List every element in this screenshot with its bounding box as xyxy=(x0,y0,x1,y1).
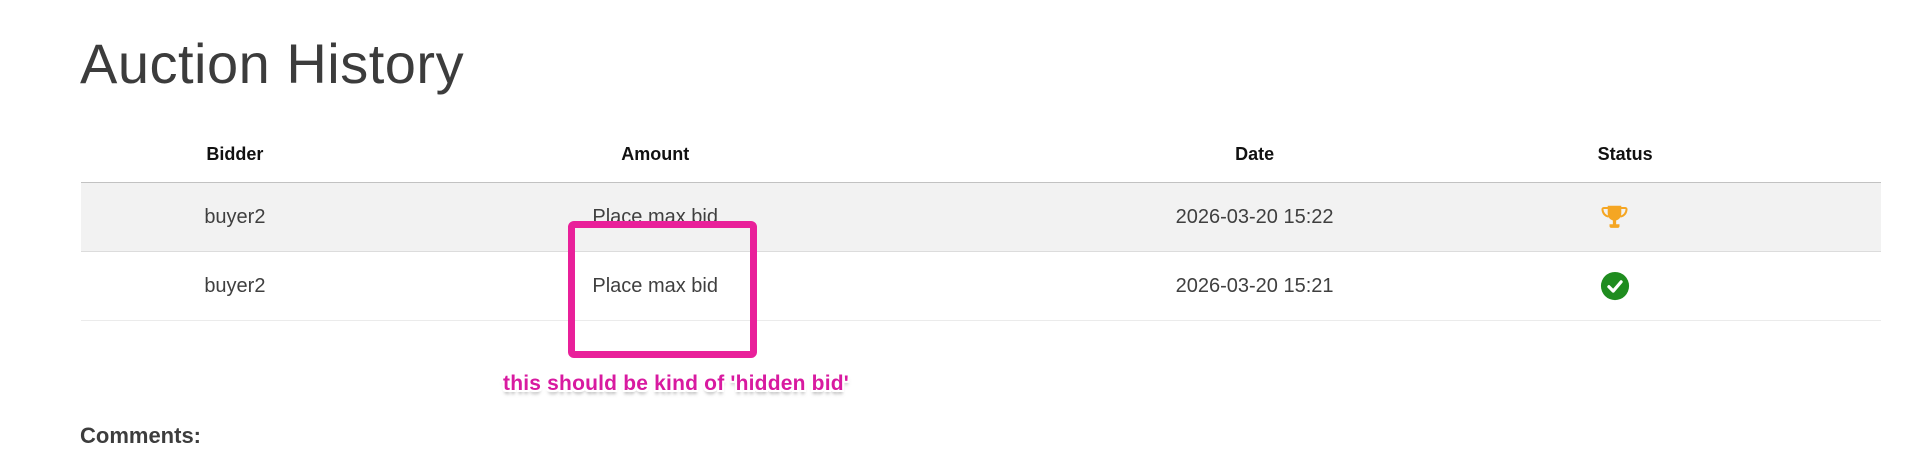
column-header-amount: Amount xyxy=(388,128,922,183)
table-row: buyer2 Place max bid 2026-03-20 15:21 xyxy=(81,251,1881,321)
date-cell: 2026-03-20 15:21 xyxy=(1175,274,1334,297)
bidder-cell: buyer2 xyxy=(204,205,266,228)
table-header-row: Bidder Amount Date Status xyxy=(81,128,1881,183)
auction-history-table: Bidder Amount Date Status buyer2 Place max b… xyxy=(81,128,1881,321)
table-row: buyer2 Place max bid 2026-03-20 15:22 xyxy=(81,182,1881,252)
bidder-cell: buyer2 xyxy=(204,274,266,297)
status-cell xyxy=(1588,252,1881,321)
amount-cell: Place max bid xyxy=(592,205,718,228)
auction-table-body: buyer2 Place max bid 2026-03-20 15:22 buyer… xyxy=(81,182,1881,321)
check-circle-icon xyxy=(1600,271,1630,301)
column-header-status: Status xyxy=(1587,128,1881,183)
date-cell: 2026-03-20 15:22 xyxy=(1175,205,1334,228)
column-header-bidder: Bidder xyxy=(81,128,389,183)
status-cell xyxy=(1588,183,1881,252)
annotation-note: this should be kind of 'hidden bid' xyxy=(503,372,849,395)
comments-label: Comments: xyxy=(80,423,202,448)
column-header-date: Date xyxy=(921,128,1588,183)
auction-history-section: Bidder Amount Date Status buyer2 Place max b… xyxy=(81,128,1881,321)
trophy-icon xyxy=(1600,203,1629,232)
amount-cell: Place max bid xyxy=(592,274,718,297)
page-title: Auction History xyxy=(80,32,465,95)
